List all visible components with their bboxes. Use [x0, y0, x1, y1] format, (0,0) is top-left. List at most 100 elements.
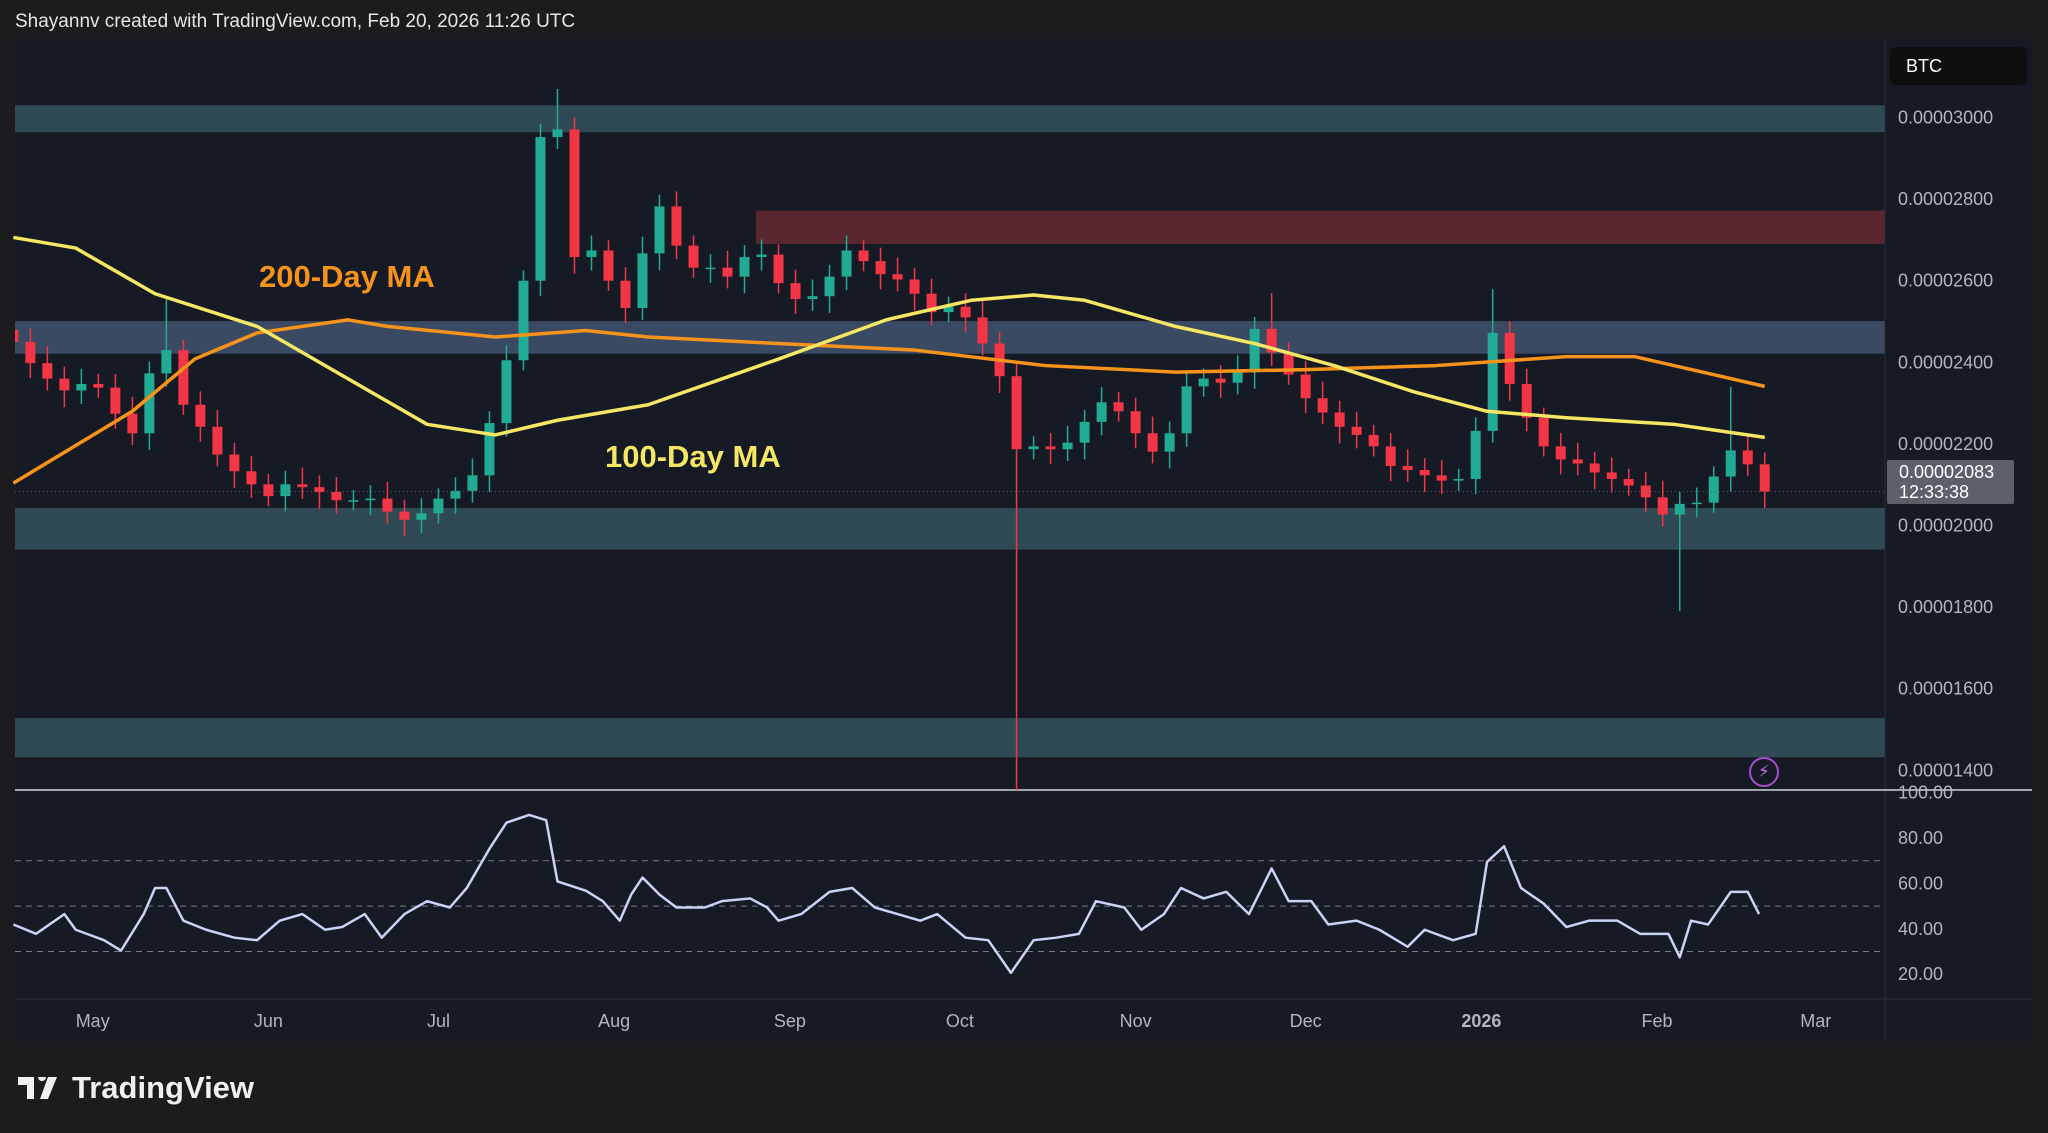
price-tick-label: 0.00002600 [1898, 271, 1993, 291]
candle-body [892, 274, 903, 280]
candle-body [858, 250, 869, 262]
candle-body [1555, 446, 1566, 460]
bar-countdown: 12:33:38 [1899, 482, 1970, 502]
logo-text: TradingView [72, 1070, 255, 1105]
time-tick-label: Jun [254, 1011, 283, 1031]
candle-body [1130, 411, 1141, 434]
candle-body [501, 360, 512, 424]
candle-body [1045, 446, 1056, 450]
ma200-line [12, 318, 1766, 485]
candle-body [144, 373, 155, 434]
symbol-badge[interactable]: BTC [1890, 47, 2027, 85]
time-tick-label: 2026 [1461, 1011, 1501, 1031]
time-tick-label: May [76, 1011, 110, 1031]
lightning-icon[interactable]: ⚡︎ [1749, 757, 1779, 787]
time-tick-label: Feb [1642, 1011, 1673, 1031]
tradingview-logo-icon [18, 1077, 57, 1099]
candle-body [331, 492, 342, 501]
ma200-label: 200-Day MA [259, 259, 435, 294]
candle-body [1164, 433, 1175, 452]
candle-body [76, 383, 87, 391]
candle-body [1657, 497, 1668, 515]
candle-body [1300, 374, 1311, 399]
candle-body [1249, 328, 1260, 373]
candle-body [1487, 332, 1498, 431]
candle-body [1691, 502, 1702, 505]
support-zone [15, 105, 1885, 133]
candle-body [756, 254, 767, 258]
candle-body [416, 513, 427, 520]
candle-body [1453, 478, 1464, 481]
price-tick-label: 0.00002800 [1898, 189, 1993, 209]
candle-body [807, 296, 818, 300]
price-tick-label: 0.00001800 [1898, 597, 1993, 617]
candle-body [1113, 402, 1124, 412]
time-tick-label: Nov [1120, 1011, 1152, 1031]
tradingview-logo[interactable]: TradingView [18, 1070, 254, 1106]
candle-body [348, 500, 359, 502]
time-tick-label: Oct [946, 1011, 974, 1031]
candle-body [705, 267, 716, 270]
candle-body [1317, 398, 1328, 413]
price-tick-label: 0.00002200 [1898, 434, 1993, 454]
candle-body [1606, 472, 1617, 479]
candle-body [1538, 417, 1549, 447]
candle-body [1759, 464, 1770, 492]
candle-body [654, 206, 665, 254]
candle-body [790, 283, 801, 300]
rsi-tick-label: 40.00 [1898, 919, 1943, 939]
candle-body [314, 487, 325, 493]
candle-body [637, 253, 648, 309]
resistance-zone [755, 210, 1886, 244]
chart-credit: Shayannv created with TradingView.com, F… [15, 11, 576, 32]
candle-body [1521, 383, 1532, 418]
candle-body [739, 257, 750, 277]
candle-body [1215, 378, 1226, 383]
candle-body [671, 206, 682, 246]
rsi-tick-label: 20.00 [1898, 964, 1943, 984]
last-price-value: 0.00002083 [1899, 462, 1995, 482]
candle-body [960, 306, 971, 318]
candle-body [603, 250, 614, 281]
candle-body [1368, 434, 1379, 447]
candle-body [977, 317, 988, 344]
candle-body [824, 276, 835, 297]
candle-body [688, 245, 699, 268]
candle-body [1062, 442, 1073, 450]
candle-body [93, 383, 104, 388]
candle-body [161, 350, 172, 374]
candle-body [1334, 412, 1345, 427]
candle-body [773, 254, 784, 284]
candle-body [280, 484, 291, 497]
candle-body [1436, 475, 1447, 481]
candle-body [1708, 476, 1719, 503]
candle-body [1385, 446, 1396, 466]
rsi-line [12, 813, 1761, 975]
candle-body [926, 293, 937, 313]
candle-body [1402, 465, 1413, 471]
candle-body [620, 280, 631, 309]
candle-body [1419, 470, 1430, 476]
candle-body [569, 129, 580, 258]
candles [15, 88, 1770, 790]
candle-body [1181, 386, 1192, 434]
candle-body [178, 350, 189, 405]
ma100-line [13, 235, 1766, 440]
candle-body [246, 471, 257, 485]
candle-body [42, 363, 53, 379]
candle-body [263, 484, 274, 497]
price-tick-label: 0.00002400 [1898, 352, 1993, 372]
last-price-badge: 0.00002083 12:33:38 [1887, 460, 2014, 504]
price-tick-label: 0.00003000 [1898, 108, 1993, 128]
candle-body [909, 279, 920, 294]
candle-body [365, 498, 376, 501]
candle-body [1198, 378, 1209, 387]
candle-body [229, 454, 240, 472]
candle-body [1351, 426, 1362, 435]
candle-body [1232, 372, 1243, 383]
candle-body [110, 387, 121, 414]
candle-body [518, 280, 529, 361]
rsi-tick-label: 80.00 [1898, 828, 1943, 848]
candle-body [297, 484, 308, 488]
